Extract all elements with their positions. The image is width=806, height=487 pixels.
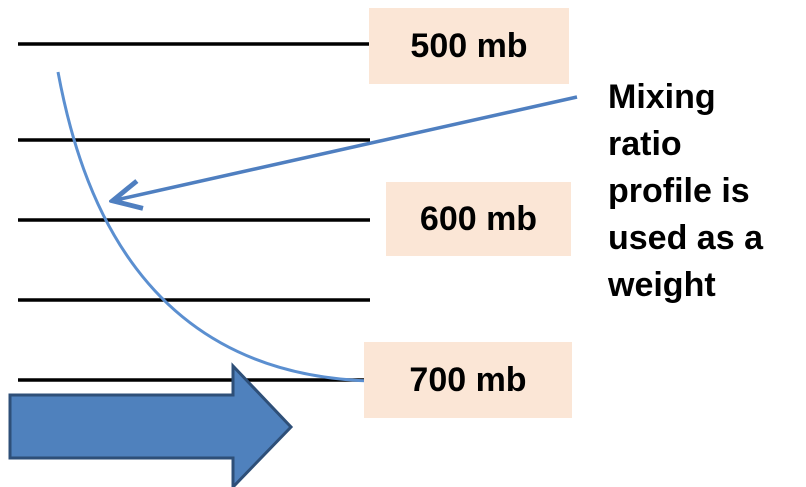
annotation-line: weight: [608, 266, 716, 304]
annotation-text: Mixing ratio profile is used as a weight: [608, 74, 803, 309]
annotation-line: used as a: [608, 219, 763, 257]
annotation-line: Mixing: [608, 78, 716, 116]
mixing-ratio-curve: [56, 71, 373, 383]
label-500-mb: 500 mb: [369, 8, 569, 84]
label-700-mb: 700 mb: [364, 342, 572, 418]
annotation-line: profile is: [608, 172, 750, 210]
annotation-line: ratio: [608, 125, 682, 163]
label-600-mb: 600 mb: [386, 182, 571, 256]
pointer-arrow: [116, 95, 578, 200]
block-arrow: [8, 362, 294, 487]
